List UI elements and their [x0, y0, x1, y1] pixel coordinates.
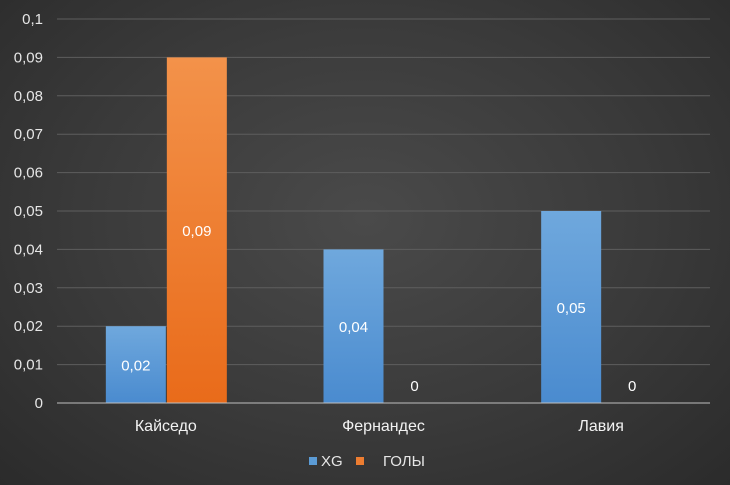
data-label: 0 [628, 378, 636, 395]
bar-xg-0 [105, 326, 166, 403]
legend-swatch [309, 457, 317, 465]
legend: XG ГОЛЫ [309, 453, 425, 470]
legend-swatch [356, 457, 364, 465]
x-tick-label: Фернандес [342, 418, 425, 435]
y-tick-label: 0,05 [14, 203, 43, 220]
bar-xg-2 [541, 211, 602, 403]
x-tick-label: Лавия [578, 418, 624, 435]
y-tick-label: 0,08 [14, 88, 43, 105]
data-label: 0,09 [182, 223, 211, 240]
data-label: 0 [410, 378, 418, 395]
y-tick-label: 0 [35, 395, 43, 412]
bar-goals-0 [166, 57, 227, 404]
data-label: 0,05 [557, 300, 586, 317]
x-axis: Кайседо Фернандес Лавия [135, 418, 624, 435]
y-tick-label: 0,1 [22, 11, 43, 28]
data-label: 0,04 [339, 319, 368, 336]
y-tick-label: 0,02 [14, 318, 43, 335]
y-tick-label: 0,06 [14, 165, 43, 182]
y-tick-label: 0,09 [14, 49, 43, 66]
y-tick-label: 0,01 [14, 357, 43, 374]
data-label: 0,02 [121, 358, 150, 375]
bar-xg-1 [323, 249, 384, 403]
bars: 0,02 0,09 0,04 0 0,05 0 [105, 57, 636, 404]
y-tick-label: 0,07 [14, 126, 43, 143]
y-axis: 0 0,01 0,02 0,03 0,04 0,05 0,06 0,07 0,08 0,09 0,1 [14, 11, 43, 412]
legend-label: ГОЛЫ [383, 453, 425, 470]
legend-label: XG [321, 453, 343, 470]
y-tick-label: 0,03 [14, 280, 43, 297]
x-tick-label: Кайседо [135, 418, 197, 435]
y-tick-label: 0,04 [14, 241, 43, 258]
